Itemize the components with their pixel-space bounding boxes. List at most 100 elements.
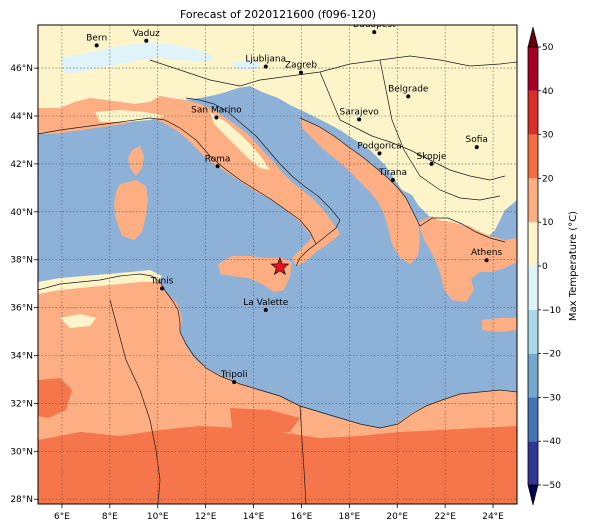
- land-cool-greece: [420, 196, 476, 226]
- city-dot: [94, 43, 99, 48]
- island-corsica: [128, 146, 144, 176]
- colorbar-tick-label: −40: [542, 437, 561, 447]
- city-label: Belgrade: [388, 84, 429, 94]
- city-dot: [372, 30, 377, 35]
- land-cool-maghreb: [38, 270, 162, 294]
- lat-tick-label: 32°N: [10, 399, 33, 409]
- colorbar-segment: [528, 222, 538, 266]
- land-warm-peloponnese: [440, 270, 474, 302]
- colorbar-tick-label: −50: [542, 481, 561, 491]
- city-label: Roma: [205, 154, 231, 164]
- city-label: Tunis: [150, 276, 174, 286]
- city-label: San Marino: [191, 105, 242, 115]
- city-label: Budapest: [353, 20, 396, 30]
- lat-tick-label: 36°N: [10, 304, 33, 314]
- lon-tick-label: 14°E: [243, 512, 265, 522]
- lat-tick-label: 38°N: [10, 256, 33, 266]
- map-axes: 6°E 8°E 10°E 12°E 14°E 16°E 18°E 20°E 22°E 24°E 28…: [10, 64, 504, 522]
- lon-tick-label: 24°E: [482, 512, 504, 522]
- city-dot: [298, 70, 303, 75]
- lat-tick-label: 42°N: [10, 160, 33, 170]
- island-crete: [482, 318, 517, 332]
- lon-tick-label: 18°E: [339, 512, 361, 522]
- event-star-marker[interactable]: [270, 256, 290, 276]
- colorbar-tick-label: 30: [542, 131, 554, 141]
- colorbar-segment: [528, 309, 538, 354]
- colorbar-segment: [528, 178, 538, 223]
- lon-tick-label: 10°E: [147, 512, 169, 522]
- city-label: Tripoli: [220, 370, 248, 380]
- colorbar-segment: [528, 441, 538, 485]
- city-label: Bern: [86, 33, 107, 43]
- colorbar-tick-label: 10: [542, 218, 554, 228]
- city-label: Sarajevo: [340, 107, 380, 117]
- colorbar: 50 40 30 20 10 0 −10 −20 −30 −40 −50: [527, 26, 561, 506]
- colorbar-segment: [528, 47, 538, 91]
- city-label: Sofia: [466, 135, 488, 145]
- land-cool-apennines: [210, 112, 270, 170]
- city-label: Athens: [471, 248, 502, 258]
- city-dot: [263, 308, 268, 313]
- colorbar-extend-max: [527, 26, 539, 48]
- land-hot-algeria: [38, 378, 72, 418]
- colorbar-segment: [528, 266, 538, 310]
- land-hot-libya: [230, 408, 300, 434]
- colorbar-tick-label: 0: [542, 262, 548, 272]
- city-dot: [357, 117, 362, 122]
- city-dot: [484, 258, 489, 263]
- colorbar-tick-label: −30: [542, 393, 561, 403]
- map-gridlines: [38, 25, 517, 504]
- land-cold-alps: [60, 42, 215, 74]
- city-dot: [377, 151, 382, 156]
- city-label: Tirana: [378, 168, 407, 178]
- lon-tick-label: 6°E: [54, 512, 70, 522]
- colorbar-segment: [528, 90, 538, 135]
- lon-tick-label: 22°E: [434, 512, 456, 522]
- island-sardinia: [114, 180, 148, 240]
- map-title: Forecast of 2020121600 (f096-120): [180, 8, 376, 21]
- city-label: Podgorica: [357, 141, 401, 151]
- land-cool-tunisia-patch: [60, 314, 96, 328]
- lon-tick-label: 8°E: [102, 512, 118, 522]
- colorbar-tick-label: 20: [542, 174, 554, 184]
- lon-tick-label: 12°E: [195, 512, 217, 522]
- colorbar-segment: [528, 353, 538, 398]
- colorbar-tick-label: −10: [542, 306, 561, 316]
- colorbar-segment: [528, 397, 538, 442]
- land-hot-sahara: [38, 426, 517, 504]
- city-dot: [144, 38, 149, 43]
- city-dot: [263, 64, 268, 69]
- land-warm-balkans: [300, 118, 420, 264]
- city-label: Ljubljana: [245, 55, 286, 65]
- lat-tick-label: 40°N: [10, 208, 33, 218]
- colorbar-extend-min: [527, 484, 539, 506]
- lon-tick-label: 16°E: [291, 512, 313, 522]
- city-dot: [474, 145, 479, 150]
- city-dot: [160, 286, 165, 291]
- map-frame: [37, 24, 518, 505]
- city-label: La Valette: [243, 298, 288, 308]
- colorbar-tick-label: 50: [542, 43, 554, 53]
- lat-tick-label: 44°N: [10, 112, 33, 122]
- city-label: Zagreb: [285, 61, 317, 71]
- city-label: Skopje: [417, 152, 447, 162]
- coastlines: [38, 55, 517, 504]
- city-dot: [390, 177, 395, 182]
- lat-tick-label: 46°N: [10, 64, 33, 74]
- colorbar-tick-label: −20: [542, 350, 561, 360]
- city-dot: [232, 380, 237, 385]
- lat-tick-label: 28°N: [10, 495, 33, 505]
- city-dot: [215, 164, 220, 169]
- colorbar-tick-label: 40: [542, 87, 554, 97]
- city-label: Vaduz: [133, 29, 160, 39]
- city-dot: [406, 94, 411, 99]
- colorbar-label: Max Temperature (°C): [568, 211, 579, 321]
- city-dot: [429, 161, 434, 166]
- city-dot: [214, 115, 219, 120]
- colorbar-segment: [528, 134, 538, 179]
- lon-tick-label: 20°E: [386, 512, 408, 522]
- lat-tick-label: 34°N: [10, 352, 33, 362]
